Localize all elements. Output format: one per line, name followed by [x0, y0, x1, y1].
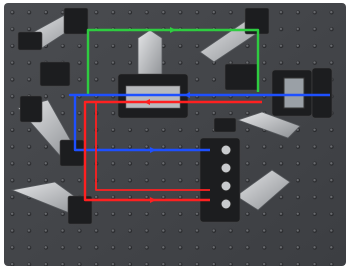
red-beam — [83, 100, 262, 202]
red-beam-branch — [95, 102, 210, 191]
beam-splitter — [283, 77, 305, 109]
blue-beam — [68, 93, 330, 152]
beam-arrows — [144, 27, 190, 203]
detector-ports — [220, 144, 232, 210]
